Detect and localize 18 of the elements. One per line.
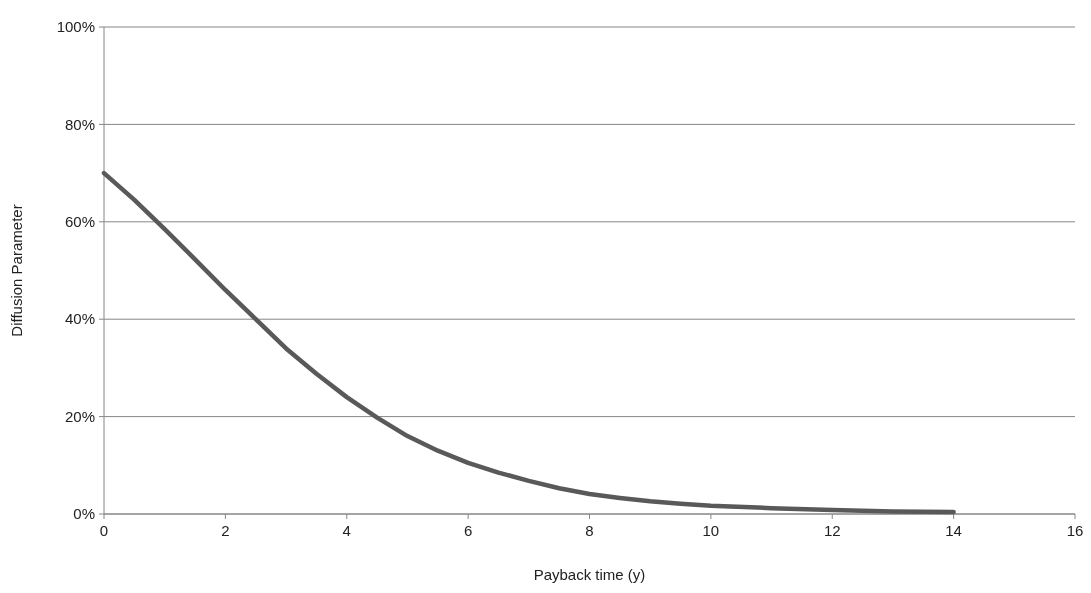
- x-tick-label: 6: [463, 522, 473, 539]
- x-tick-label: 16: [1066, 522, 1084, 539]
- x-axis-title: Payback time (y): [533, 566, 646, 583]
- x-tick-label: 10: [702, 522, 720, 539]
- y-tick-label: 20%: [64, 407, 95, 425]
- x-tick-label: 2: [221, 522, 230, 539]
- y-tick-label: 100%: [56, 18, 95, 36]
- x-tick-label: 4: [342, 522, 351, 539]
- y-tick-label: 60%: [64, 213, 95, 231]
- y-tick-label: 40%: [64, 310, 95, 328]
- x-tick-label: 12: [823, 522, 841, 539]
- x-tick-label: 8: [585, 522, 594, 539]
- y-tick-label: 80%: [64, 115, 95, 133]
- y-tick-label: 0%: [73, 505, 95, 523]
- y-axis-title: Diffusion Parameter: [8, 204, 25, 337]
- line-series: [101, 170, 956, 515]
- x-tick-label: 14: [945, 522, 962, 539]
- x-tick-label: 0: [99, 522, 109, 539]
